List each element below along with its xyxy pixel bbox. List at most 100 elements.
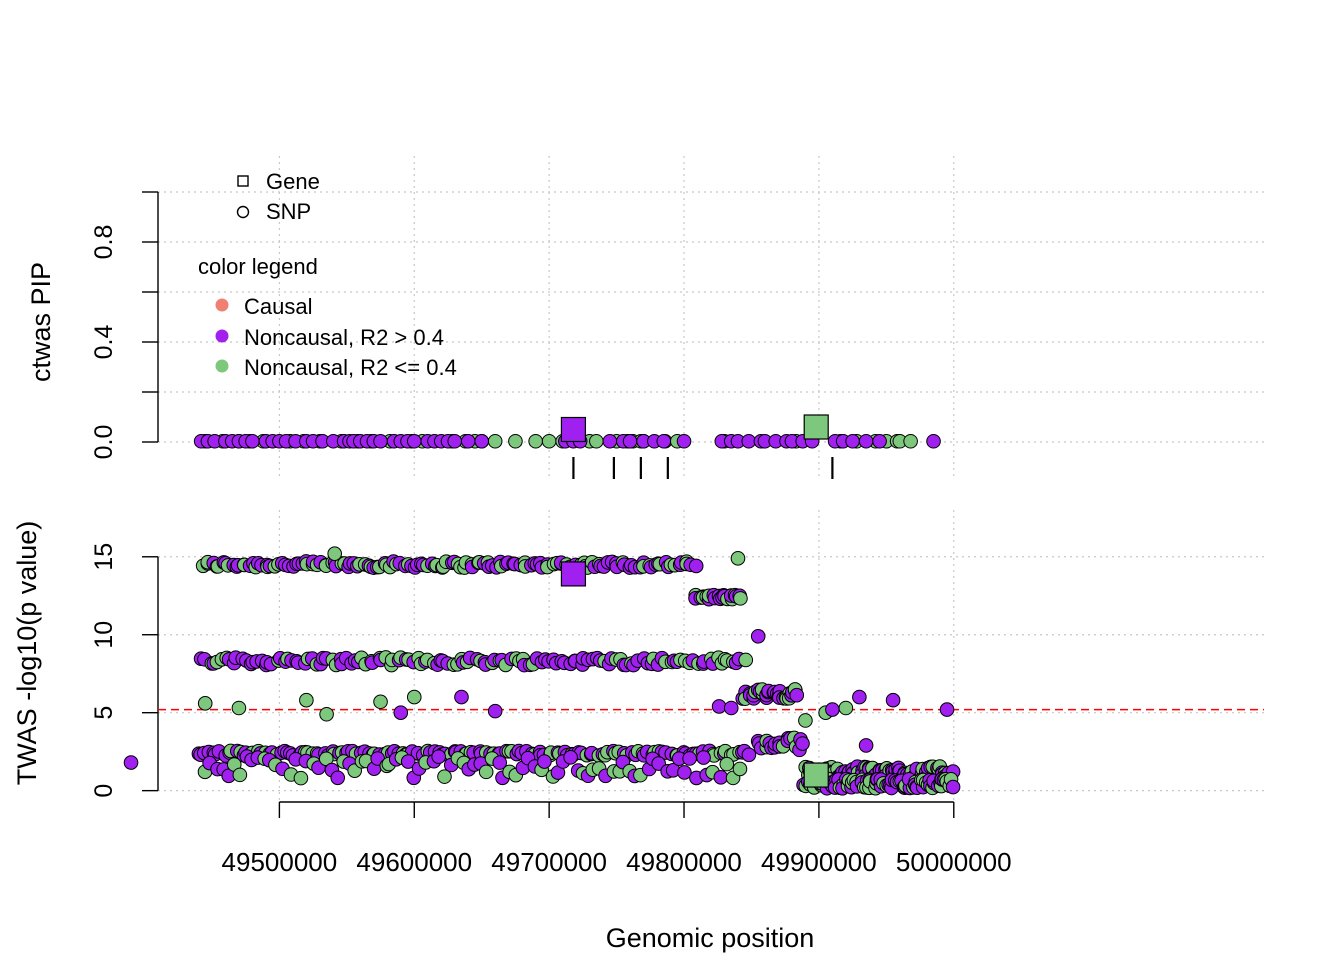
twas-snp-point bbox=[492, 755, 508, 770]
legend-snp-label: SNP bbox=[266, 199, 311, 224]
twas-snp-point bbox=[723, 700, 739, 716]
twas-snp-point bbox=[319, 706, 334, 722]
twas-points bbox=[123, 546, 961, 796]
twas-y-axis-label: TWAS -log10(p value) bbox=[12, 521, 42, 786]
twas-snp-point bbox=[293, 770, 309, 786]
twas-snp-point bbox=[487, 703, 503, 719]
pip-snp-point bbox=[872, 433, 887, 449]
twas-snp-point bbox=[400, 754, 416, 769]
pip-gene-marker bbox=[560, 416, 587, 443]
twas-snp-point bbox=[789, 687, 805, 703]
twas-snp-point bbox=[299, 692, 314, 708]
x-tick-label: 49600000 bbox=[356, 847, 472, 877]
pip-y-axis: 0.0 0.4 0.8 bbox=[90, 191, 159, 460]
twas-snp-point bbox=[232, 767, 248, 783]
gene-position-ticks bbox=[572, 457, 834, 479]
twas-gene-marker bbox=[560, 561, 587, 587]
pip-snp-point bbox=[508, 433, 523, 449]
twas-snp-point bbox=[741, 747, 757, 763]
pip-tick-label: 0.0 bbox=[90, 425, 118, 460]
legend-gene-label: Gene bbox=[266, 169, 320, 194]
pip-snp-point bbox=[656, 433, 672, 449]
pip-snp-point bbox=[406, 433, 422, 449]
twas-snp-point bbox=[406, 689, 422, 705]
legend: Gene SNP color legend Causal Noncausal, … bbox=[198, 169, 457, 380]
snp-circle-icon bbox=[236, 205, 250, 219]
twas-snp-point bbox=[682, 751, 697, 766]
twas-snp-point bbox=[719, 756, 735, 772]
x-tick-label: 49900000 bbox=[761, 847, 877, 877]
pip-snp-point bbox=[858, 433, 874, 449]
twas-snp-point bbox=[885, 692, 901, 708]
twas-snp-point bbox=[431, 749, 447, 764]
twas-snp-point bbox=[732, 761, 748, 777]
pip-snp-point bbox=[903, 433, 918, 449]
twas-snp-point bbox=[858, 738, 874, 753]
x-axis-label: Genomic position bbox=[606, 923, 815, 953]
noncausal-high-r2-dot bbox=[215, 329, 229, 343]
twas-snp-point bbox=[688, 558, 704, 574]
pip-snp-point bbox=[245, 433, 260, 449]
twas-snp-point bbox=[713, 770, 729, 785]
twas-y-axis: 0 5 10 15 bbox=[90, 543, 159, 798]
legend-color-title: color legend bbox=[198, 254, 318, 279]
twas-tick-label: 0 bbox=[90, 784, 118, 798]
twas-snp-point bbox=[711, 699, 727, 714]
legend-causal-label: Causal bbox=[244, 294, 312, 319]
causal-color-dot bbox=[215, 298, 229, 312]
x-tick-label: 50000000 bbox=[896, 847, 1012, 877]
pip-snp-point bbox=[926, 433, 941, 449]
pip-snp-point bbox=[741, 433, 757, 449]
twas-snp-point bbox=[733, 591, 748, 606]
twas-gene-marker bbox=[803, 762, 829, 788]
twas-snp-point bbox=[437, 769, 452, 784]
pip-tick-label: 0.8 bbox=[90, 225, 118, 260]
legend-noncausal-low-label: Noncausal, R2 <= 0.4 bbox=[244, 355, 457, 380]
twas-snp-point bbox=[798, 713, 813, 728]
pip-snp-point bbox=[528, 433, 543, 449]
twas-snp-point bbox=[330, 770, 346, 786]
twas-snp-point bbox=[123, 755, 139, 770]
twas-snp-point bbox=[730, 551, 746, 566]
twas-snp-point bbox=[373, 694, 388, 710]
twas-panel: 0 5 10 15 TWAS -log10(p value) 49500000 4960… bbox=[12, 510, 1264, 953]
pip-panel: 0.0 0.4 0.8 ctwas PIP bbox=[26, 156, 1264, 480]
x-axis: 49500000 49600000 49700000 49800000 49900000… bbox=[222, 801, 1012, 877]
pip-snp-point bbox=[622, 433, 638, 449]
pip-snp-point bbox=[487, 433, 503, 449]
pip-points bbox=[193, 414, 941, 449]
twas-snp-point bbox=[750, 628, 766, 644]
pip-snp-point bbox=[676, 433, 692, 449]
x-tick-label: 49800000 bbox=[626, 847, 742, 877]
twas-snp-point bbox=[939, 702, 955, 717]
x-tick-label: 49500000 bbox=[222, 847, 338, 877]
noncausal-low-r2-dot bbox=[215, 359, 229, 373]
twas-snp-point bbox=[393, 705, 409, 720]
twas-snp-point bbox=[677, 765, 692, 780]
twas-snp-point bbox=[478, 764, 494, 780]
twas-tick-label: 15 bbox=[90, 543, 118, 571]
twas-snp-point bbox=[838, 700, 854, 716]
twas-snp-point bbox=[563, 750, 578, 765]
pip-snp-point bbox=[602, 433, 618, 449]
x-tick-label: 49700000 bbox=[491, 847, 607, 877]
twas-snp-point bbox=[945, 779, 961, 795]
pip-tick-label: 0.4 bbox=[90, 325, 118, 360]
twas-snp-point bbox=[327, 546, 342, 561]
pip-grid bbox=[158, 156, 1264, 480]
pip-snp-point bbox=[373, 433, 388, 449]
pip-snp-point bbox=[474, 433, 490, 449]
twas-snp-point bbox=[537, 754, 552, 769]
twas-snp-point bbox=[795, 736, 810, 751]
twas-snp-point bbox=[454, 689, 469, 705]
pip-snp-point bbox=[589, 433, 604, 449]
pip-snp-point bbox=[845, 433, 860, 449]
twas-tick-label: 5 bbox=[90, 706, 118, 720]
twas-snp-point bbox=[825, 702, 840, 717]
legend-noncausal-high-label: Noncausal, R2 > 0.4 bbox=[244, 325, 444, 350]
twas-tick-label: 10 bbox=[90, 621, 118, 649]
pip-snp-point bbox=[541, 433, 557, 449]
pip-y-axis-label: ctwas PIP bbox=[26, 262, 56, 382]
twas-snp-point bbox=[231, 700, 247, 716]
